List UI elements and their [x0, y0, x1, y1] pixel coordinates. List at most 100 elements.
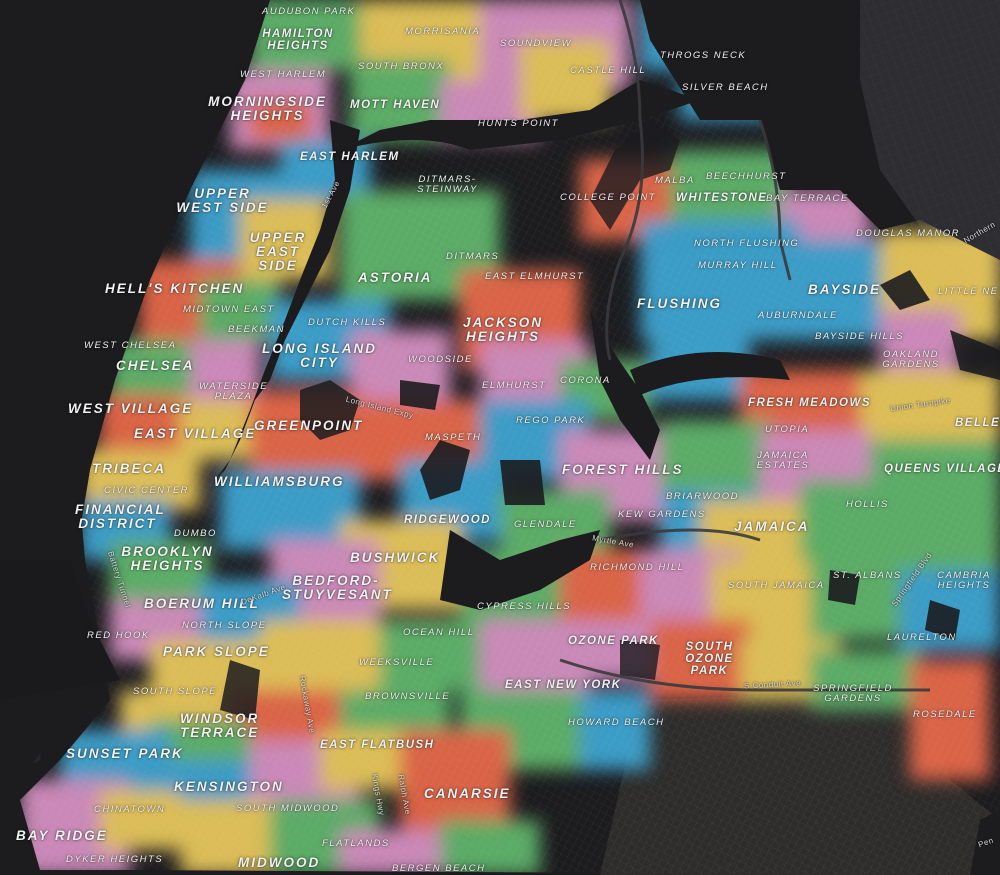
label-bay-ridge: BAY RIDGE — [16, 828, 108, 843]
label-morningside-heights: MORNINGSIDE HEIGHTS — [208, 94, 327, 124]
label-ditmars-steinway: DITMARS-STEINWAY — [417, 174, 478, 195]
label-flushing: FLUSHING — [637, 296, 722, 311]
label-tribeca: TRIBECA — [92, 461, 166, 476]
label-cambria-heights: CAMBRIA HEIGHTS — [937, 570, 991, 591]
label-bayside-hills: BAYSIDE HILLS — [815, 331, 905, 342]
label-west-chelsea: WEST CHELSEA — [84, 340, 177, 351]
label-long-island-city: LONG ISLAND CITY — [262, 341, 377, 371]
label-windsor-terrace: WINDSOR TERRACE — [180, 711, 260, 741]
label-woodside: WOODSIDE — [408, 354, 473, 365]
label-corona: CORONA — [560, 375, 611, 386]
label-audubon-park: AUDUBON PARK — [262, 6, 356, 17]
label-civic-center: CIVIC CENTER — [104, 485, 190, 496]
label-east-flatbush: EAST FLATBUSH — [320, 739, 435, 751]
label-briarwood: BRIARWOOD — [666, 491, 739, 502]
label-springfield-gardens: SPRINGFIELD GARDENS — [813, 683, 893, 704]
label-south-midwood: SOUTH MIDWOOD — [236, 803, 340, 814]
label-east-village: EAST VILLAGE — [134, 426, 257, 441]
label-midwood: MIDWOOD — [238, 855, 321, 870]
label-dyker-heights: DYKER HEIGHTS — [66, 854, 164, 865]
label-kensington: KENSINGTON — [174, 779, 284, 794]
label-soundview: SOUNDVIEW — [500, 38, 573, 49]
label-oakland-gardens: OAKLAND GARDENS — [882, 349, 940, 370]
label-west-village: WEST VILLAGE — [68, 401, 194, 416]
label-williamsburg: WILLIAMSBURG — [214, 474, 345, 489]
label-throgs-neck: THROGS NECK — [660, 50, 747, 61]
label-brownsville: BROWNSVILLE — [365, 691, 451, 702]
label-north-flushing: NORTH FLUSHING — [694, 238, 800, 249]
label-forest-hills: FOREST HILLS — [562, 462, 684, 477]
label-bayside: BAYSIDE — [808, 282, 882, 297]
label-beller: BELLER — [955, 417, 1000, 429]
label-brooklyn-heights: BROOKLYN HEIGHTS — [121, 544, 214, 574]
label-douglas-manor: DOUGLAS MANOR — [856, 228, 960, 239]
label-fresh-meadows: FRESH MEADOWS — [748, 397, 871, 409]
label-waterside-plaza: WATERSIDE PLAZA — [198, 381, 269, 402]
label-south-slope: SOUTH SLOPE — [133, 686, 218, 697]
label-financial-district: FINANCIAL DISTRICT — [75, 502, 166, 532]
label-murray-hill: MURRAY HILL — [698, 260, 778, 271]
label-boerum-hill: BOERUM HILL — [144, 596, 260, 611]
label-east-harlem: EAST HARLEM — [300, 151, 400, 163]
label-jamaica: JAMAICA — [734, 519, 810, 534]
label-park-slope: PARK SLOPE — [163, 644, 270, 659]
label-red-hook: RED HOOK — [87, 630, 150, 641]
label-maspeth: MASPETH — [425, 432, 482, 443]
label-bay-terrace: BAY TERRACE — [766, 193, 849, 204]
label-beechhurst: BEECHHURST — [706, 171, 787, 182]
label-malba: MALBA — [655, 175, 695, 186]
label-upper-west-side: UPPER WEST SIDE — [176, 186, 269, 216]
label-jamaica-estates: JAMAICA ESTATES — [756, 450, 810, 471]
label-utopia: UTOPIA — [765, 424, 810, 435]
label-auburndale: AUBURNDALE — [758, 310, 838, 321]
label-greenpoint: GREENPOINT — [254, 418, 364, 433]
label-howard-beach: HOWARD BEACH — [568, 717, 665, 728]
label-jackson-heights: JACKSON HEIGHTS — [462, 315, 543, 345]
label-astoria: ASTORIA — [358, 270, 433, 285]
label-upper-east-side: UPPER EAST SIDE — [249, 230, 307, 274]
label-south-jamaica: SOUTH JAMAICA — [728, 580, 825, 591]
label-silver-beach: SILVER BEACH — [682, 82, 769, 93]
label-ozone-park: OZONE PARK — [568, 635, 659, 647]
label-morrisania: MORRISANIA — [405, 26, 481, 37]
highways — [559, 0, 930, 692]
label-sunset-park: SUNSET PARK — [66, 746, 184, 761]
label-richmond-hill: RICHMOND HILL — [590, 562, 685, 573]
label-hollis: HOLLIS — [846, 499, 889, 510]
label-queens-village: QUEENS VILLAGE — [884, 463, 1000, 475]
label-whitestone: WHITESTONE — [676, 192, 768, 204]
label-bedford-stuyvesant: BEDFORD-STUYVESANT — [282, 573, 393, 603]
label-dumbo: DUMBO — [174, 528, 217, 539]
label-little-neck: LITTLE NE — [938, 286, 999, 297]
label-ridgewood: RIDGEWOOD — [404, 514, 491, 526]
label-beekman: BEEKMAN — [228, 324, 285, 335]
label-laurelton: LAURELTON — [887, 632, 957, 643]
label-castle-hill: CASTLE HILL — [570, 65, 647, 76]
label-rosedale: ROSEDALE — [913, 709, 977, 720]
label-flatlands: FLATLANDS — [322, 838, 390, 849]
label-cypress-hills: CYPRESS HILLS — [477, 601, 571, 612]
label-elmhurst: ELMHURST — [482, 380, 547, 391]
label-hunts-point: HUNTS POINT — [478, 118, 559, 129]
label-mott-haven: MOTT HAVEN — [350, 99, 441, 111]
label-ditmars: DITMARS — [446, 251, 500, 262]
label-west-harlem: WEST HARLEM — [240, 69, 327, 80]
label-st-albans: ST. ALBANS — [833, 570, 902, 581]
label-canarsie: CANARSIE — [424, 786, 511, 801]
label-college-point: COLLEGE POINT — [560, 192, 657, 203]
label-kew-gardens: KEW GARDENS — [618, 509, 706, 520]
label-bushwick: BUSHWICK — [350, 550, 441, 565]
label-south-bronx: SOUTH BRONX — [358, 61, 445, 72]
label-east-new-york: EAST NEW YORK — [505, 679, 622, 691]
label-bergen-beach: BERGEN BEACH — [392, 863, 486, 874]
label-south-ozone-park: SOUTH OZONE PARK — [685, 641, 734, 678]
label-hamilton-heights: HAMILTON HEIGHTS — [262, 28, 334, 53]
label-glendale: GLENDALE — [514, 519, 577, 530]
label-east-elmhurst: EAST ELMHURST — [485, 271, 585, 282]
label-hells-kitchen: HELL'S KITCHEN — [105, 281, 245, 296]
label-chelsea: CHELSEA — [116, 358, 195, 373]
label-rego-park: REGO PARK — [516, 415, 586, 426]
